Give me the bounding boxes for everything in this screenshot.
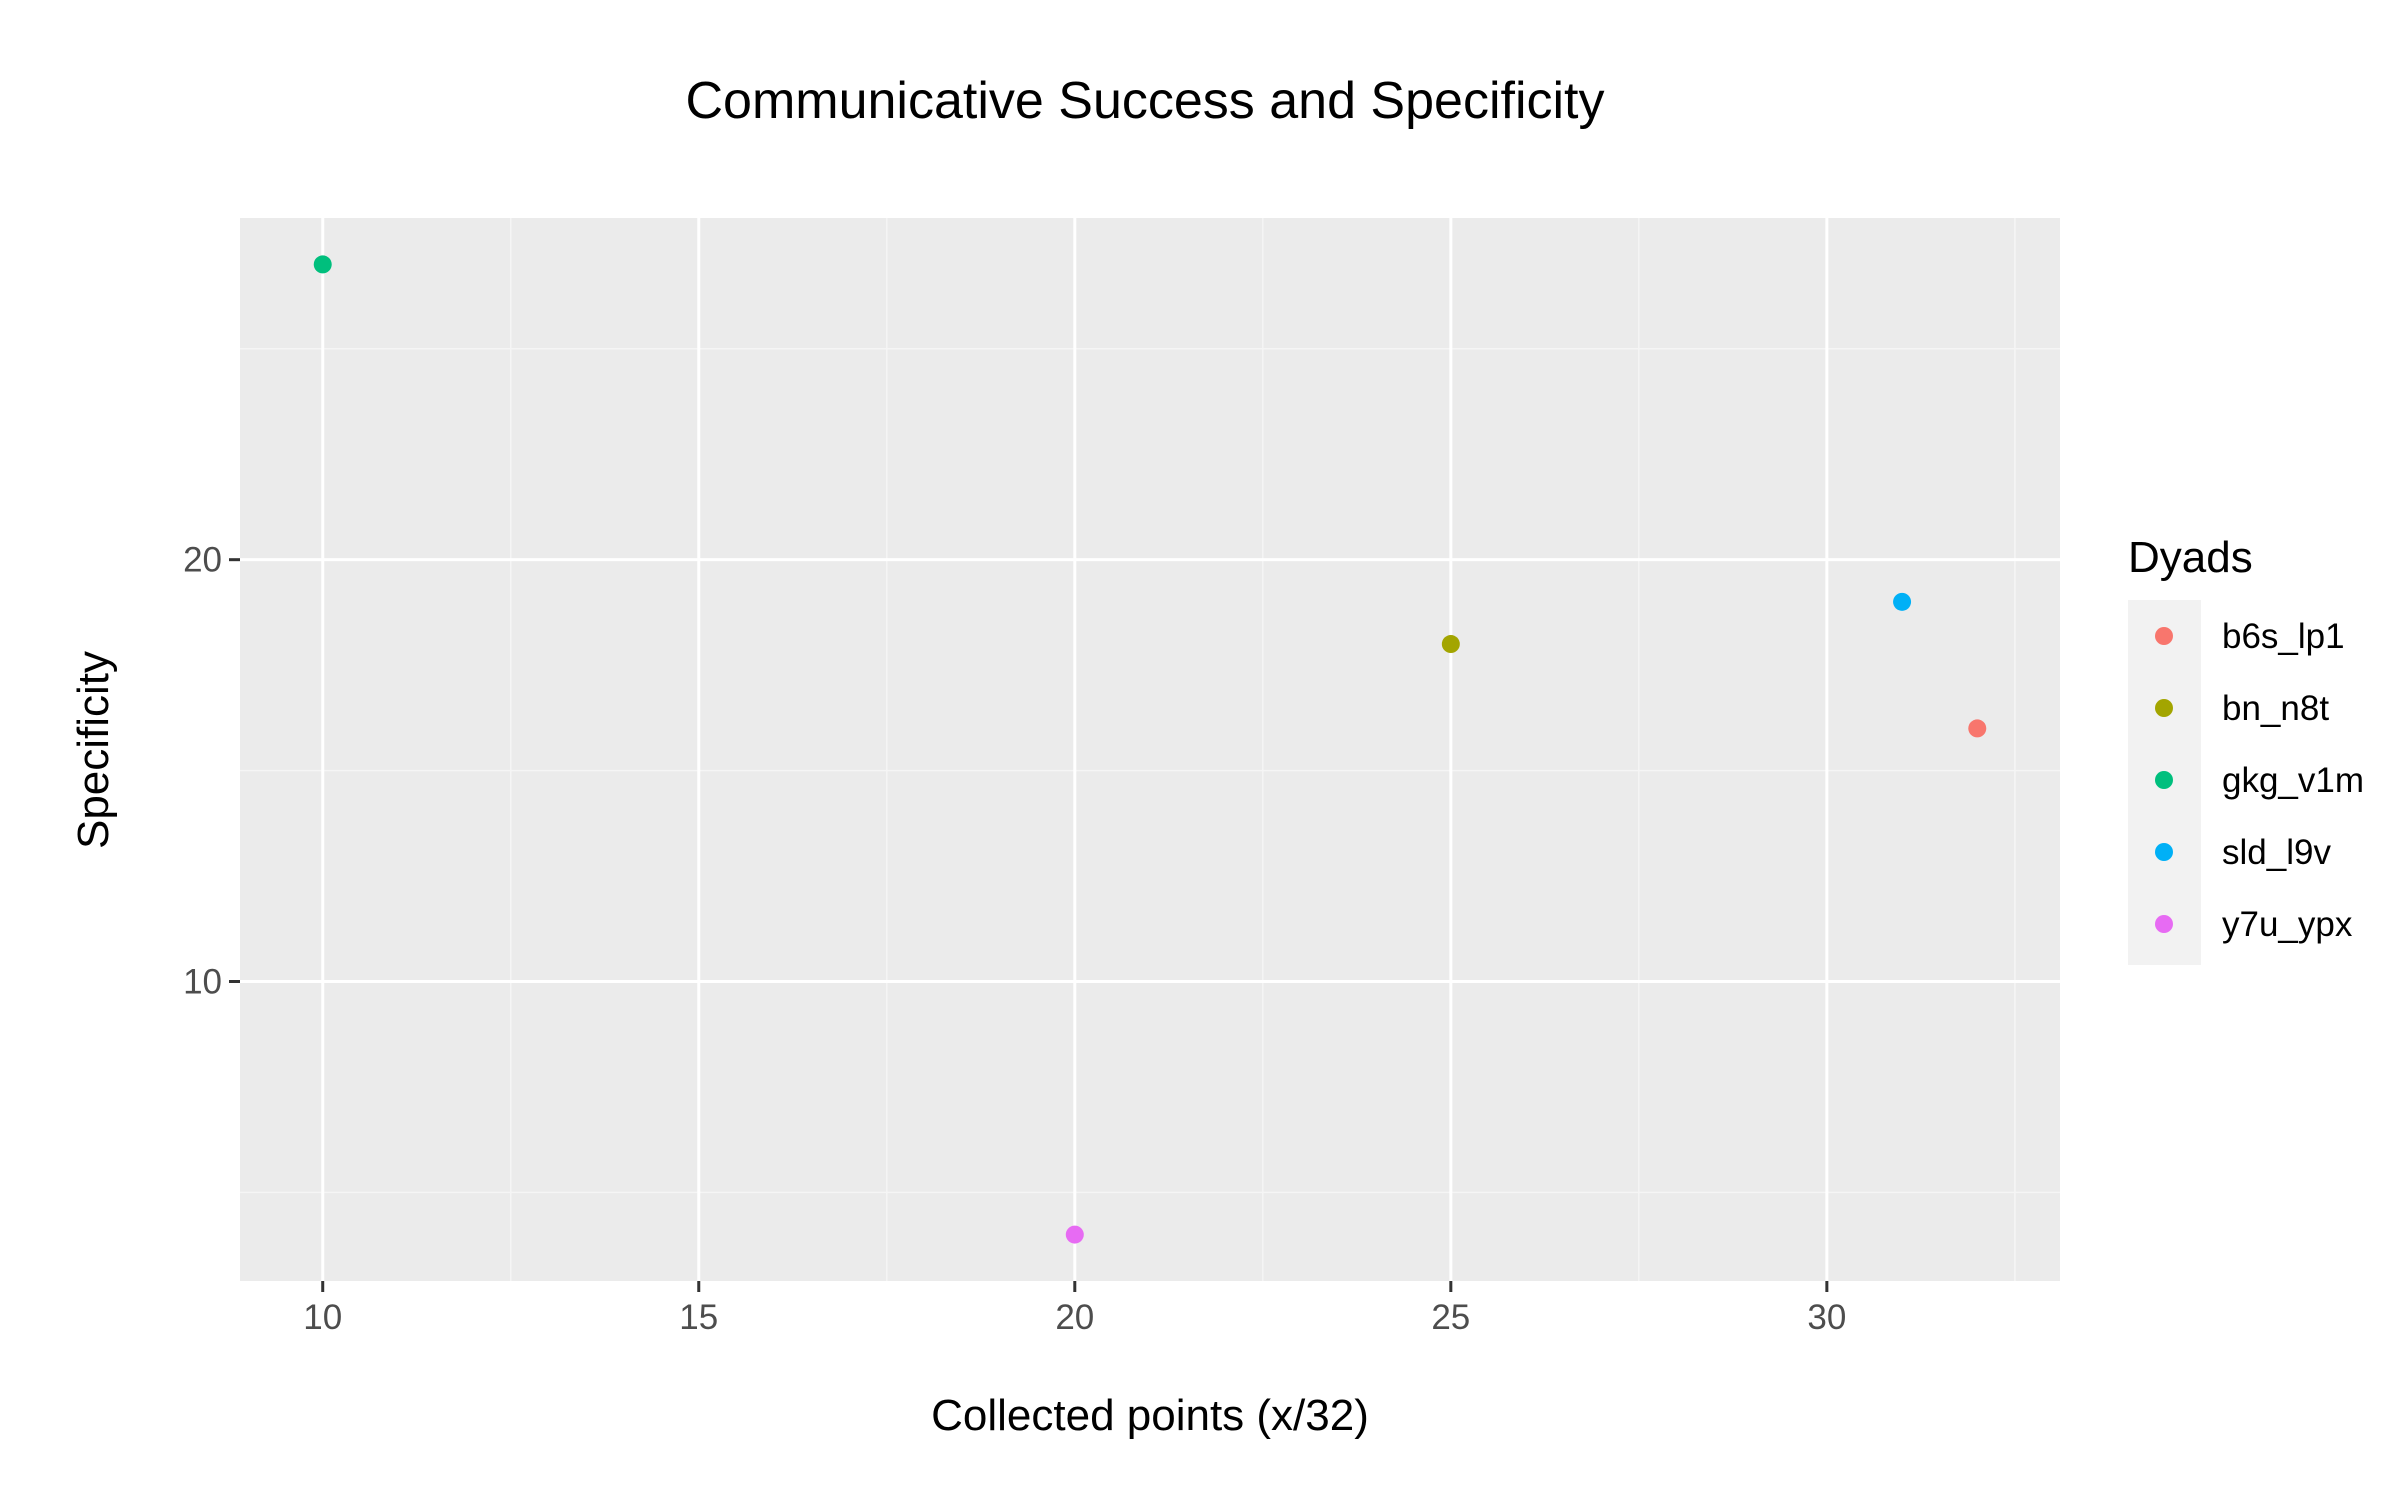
legend-key-b6s_lp1 — [2155, 627, 2173, 645]
x-tick-label: 25 — [1431, 1298, 1470, 1337]
grid-minor — [240, 218, 2060, 1281]
legend-key-bn_n8t — [2155, 699, 2173, 717]
data-points — [313, 255, 1987, 1244]
y-axis-title: Specificity — [69, 651, 118, 849]
x-tick-label: 20 — [1055, 1298, 1094, 1337]
legend: Dyads b6s_lp1 bn_n8t gkg_v1m sld_l9v y7u_ypx — [2128, 533, 2364, 965]
x-tick-label: 30 — [1807, 1298, 1846, 1337]
data-point-b6s_lp1 — [1968, 719, 1987, 738]
legend-key-sld_l9v — [2155, 843, 2173, 861]
legend-title: Dyads — [2128, 533, 2253, 582]
grid-major — [240, 218, 2060, 1281]
y-tick-label: 20 — [183, 541, 222, 580]
y-tick-label: 10 — [183, 963, 222, 1002]
plot-panel — [240, 218, 2060, 1281]
x-axis-ticks: 10 15 20 25 30 — [303, 1281, 1846, 1337]
x-tick-label: 15 — [679, 1298, 718, 1337]
legend-key-y7u_ypx — [2155, 915, 2173, 933]
legend-label-sld_l9v: sld_l9v — [2222, 833, 2331, 872]
data-point-y7u_ypx — [1065, 1225, 1084, 1244]
data-point-gkg_v1m — [313, 255, 332, 274]
data-point-bn_n8t — [1441, 635, 1460, 654]
x-tick-label: 10 — [303, 1298, 342, 1337]
legend-label-gkg_v1m: gkg_v1m — [2222, 761, 2364, 800]
data-point-sld_l9v — [1893, 592, 1912, 611]
x-axis-title: Collected points (x/32) — [931, 1391, 1369, 1440]
legend-label-b6s_lp1: b6s_lp1 — [2222, 617, 2345, 656]
legend-key-gkg_v1m — [2155, 771, 2173, 789]
y-axis-ticks: 10 20 — [183, 541, 240, 1002]
chart-title: Communicative Success and Specificity — [685, 72, 1604, 130]
legend-label-bn_n8t: bn_n8t — [2222, 689, 2329, 728]
legend-label-y7u_ypx: y7u_ypx — [2222, 905, 2353, 944]
